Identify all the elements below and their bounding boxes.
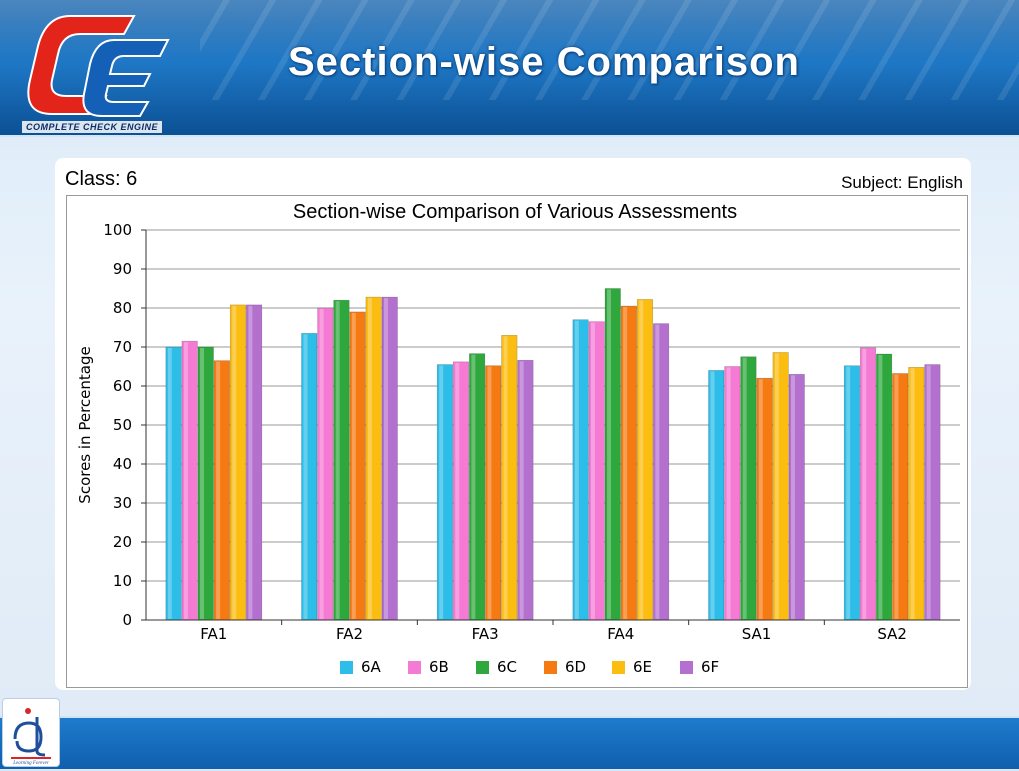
footer-bar: [0, 716, 1019, 769]
legend-label-6e: 6E: [633, 658, 652, 676]
bar-highlight: [232, 305, 237, 619]
bar-highlight: [910, 368, 915, 619]
header-stripes: [200, 0, 1019, 100]
x-tick-label: FA4: [607, 625, 634, 643]
grid-layer: [146, 229, 960, 582]
bar-highlight: [846, 366, 851, 619]
y-tick-label: 30: [113, 494, 132, 512]
legend-swatch-6a: [340, 661, 353, 674]
bar-chart: 0 10 20 30 40 50 60 70 80 90 100 Scores in Percenta…: [76, 221, 960, 676]
cce-logo-icon: [27, 15, 170, 117]
y-tick-label: 90: [113, 260, 132, 278]
y-tick-label: 20: [113, 533, 132, 551]
bar-highlight: [862, 348, 867, 619]
legend-swatch-6d: [544, 661, 557, 674]
cce-logo: COMPLETE CHECK ENGINE: [22, 10, 182, 135]
bar-highlight: [503, 336, 508, 619]
y-tick-label: 70: [113, 338, 132, 356]
bar-highlight: [319, 309, 324, 619]
x-tick-label: SA1: [742, 625, 772, 643]
bar-highlight: [216, 361, 221, 619]
bar-highlight: [710, 371, 715, 619]
legend: 6A 6B 6C 6D 6E 6F: [340, 658, 719, 676]
bar-highlight: [926, 365, 931, 619]
bar-highlight: [742, 357, 747, 619]
y-tick-label: 0: [122, 611, 132, 629]
bar-highlight: [894, 374, 899, 619]
y-tick-label: 40: [113, 455, 132, 473]
bar-highlight: [726, 367, 731, 619]
bar-highlight: [607, 289, 612, 619]
bar-highlight: [791, 375, 795, 619]
subject-label: Subject: English: [841, 173, 963, 192]
x-tick-label: FA1: [200, 625, 227, 643]
school-logo-icon: Learning Forever: [11, 708, 51, 766]
y-tick-label: 100: [103, 221, 132, 239]
x-tick-label: SA2: [877, 625, 907, 643]
legend-swatch-6c: [476, 661, 489, 674]
bar-highlight: [774, 353, 779, 619]
logo-caption: COMPLETE CHECK ENGINE: [22, 121, 163, 133]
bar-highlight: [335, 301, 340, 619]
header-gloss: [0, 0, 1019, 60]
y-tick-label: 60: [113, 377, 132, 395]
bar-highlight: [248, 305, 253, 619]
y-axis-label: Scores in Percentage: [76, 346, 94, 503]
legend-label-6b: 6B: [429, 658, 449, 676]
bar-highlight: [455, 362, 460, 619]
x-tick-label: FA3: [472, 625, 499, 643]
bars-layer: [165, 288, 941, 621]
bar-highlight: [471, 354, 476, 619]
header-divider: [0, 135, 1019, 137]
bar-highlight: [167, 348, 172, 619]
legend-swatch-6e: [612, 661, 625, 674]
legend-label-6f: 6F: [701, 658, 719, 676]
bar-highlight: [367, 298, 372, 619]
bar-highlight: [200, 348, 205, 619]
y-tick-label: 80: [113, 299, 132, 317]
chart-title: Section-wise Comparison of Various Asses…: [292, 201, 738, 223]
bar-highlight: [655, 324, 660, 619]
bar-highlight: [574, 320, 579, 619]
bar-highlight: [878, 355, 883, 619]
bar-highlight: [758, 379, 763, 619]
y-tick-label: 10: [113, 572, 132, 590]
bar-highlight: [439, 365, 444, 619]
legend-label-6d: 6D: [565, 658, 586, 676]
bar-highlight: [519, 361, 524, 619]
bar-highlight: [623, 307, 628, 619]
bar-highlight: [590, 322, 595, 619]
bar-highlight: [384, 298, 388, 619]
bar-highlight: [487, 366, 492, 619]
page-title: Section-wise Comparison: [288, 40, 800, 84]
bar-highlight: [183, 342, 188, 619]
legend-swatch-6b: [408, 661, 421, 674]
legend-label-6c: 6C: [497, 658, 517, 676]
axis-layer: 0 10 20 30 40 50 60 70 80 90 100 Scores in Percenta…: [76, 221, 960, 643]
bar-highlight: [639, 300, 644, 619]
legend-swatch-6f: [680, 661, 693, 674]
y-tick-label: 50: [113, 416, 132, 434]
legend-label-6a: 6A: [361, 658, 382, 676]
bar-highlight: [351, 312, 356, 619]
header-banner: COMPLETE CHECK ENGINE Section-wise Compa…: [0, 0, 1019, 137]
bar-highlight: [303, 334, 308, 619]
class-label: Class: 6: [65, 168, 138, 190]
school-logo: Learning Forever: [2, 698, 60, 767]
x-tick-label: FA2: [336, 625, 363, 643]
school-logo-text: Learning Forever: [12, 761, 49, 766]
